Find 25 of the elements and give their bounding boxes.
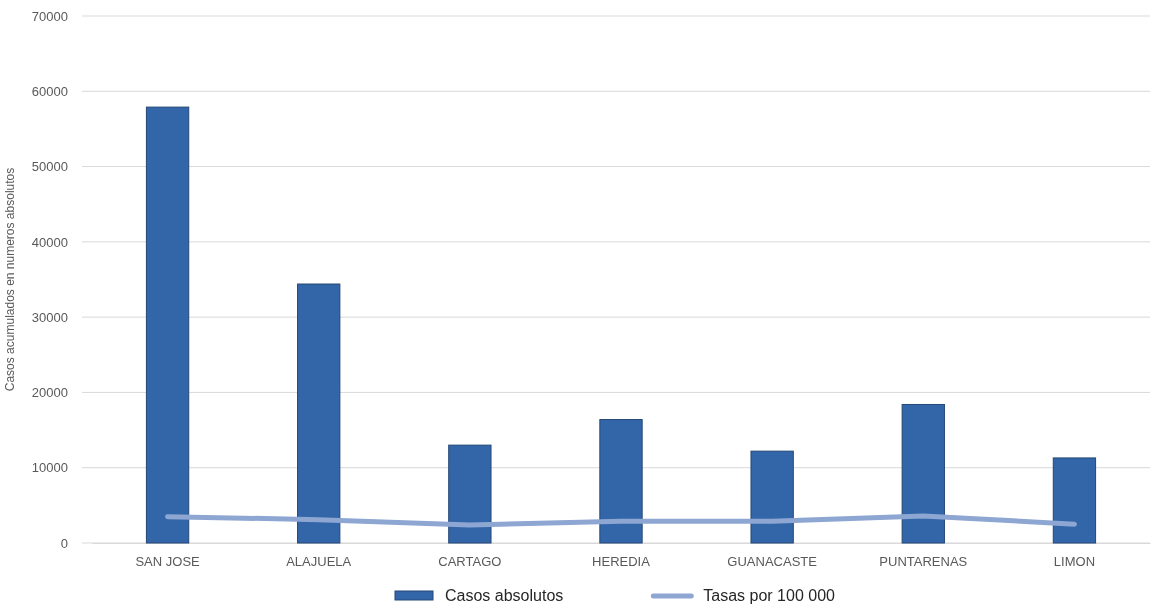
bar bbox=[145, 106, 190, 544]
y-tick-label: 30000 bbox=[31, 309, 68, 325]
x-tick-label: ALAJUELA bbox=[286, 554, 352, 570]
bar bbox=[297, 283, 341, 544]
y-tick-label: 40000 bbox=[31, 234, 68, 250]
y-axis-title: Casos acumulados en numeros absolutos bbox=[3, 167, 17, 392]
x-tick-label: CARTAGO bbox=[438, 554, 502, 570]
bar bbox=[1052, 457, 1097, 544]
bar bbox=[750, 450, 794, 544]
y-tick-label: 10000 bbox=[31, 460, 68, 476]
x-tick-label: PUNTARENAS bbox=[879, 554, 968, 570]
bar bbox=[599, 419, 643, 544]
x-tick-label: GUANACASTE bbox=[727, 554, 818, 570]
x-tick-label: LIMON bbox=[1053, 554, 1096, 570]
bar bbox=[448, 444, 492, 544]
y-tick-label: 70000 bbox=[31, 8, 68, 24]
x-tick-label: SAN JOSE bbox=[135, 554, 201, 570]
y-tick-label: 20000 bbox=[31, 385, 68, 401]
x-tick-label: HEREDIA bbox=[592, 554, 651, 570]
legend-label: Casos absolutos bbox=[445, 587, 564, 604]
y-tick-label: 60000 bbox=[31, 83, 68, 99]
legend-label: Tasas por 100 000 bbox=[703, 587, 836, 604]
y-tick-label: 0 bbox=[60, 535, 68, 551]
bar bbox=[901, 403, 945, 544]
y-tick-label: 50000 bbox=[31, 159, 68, 175]
